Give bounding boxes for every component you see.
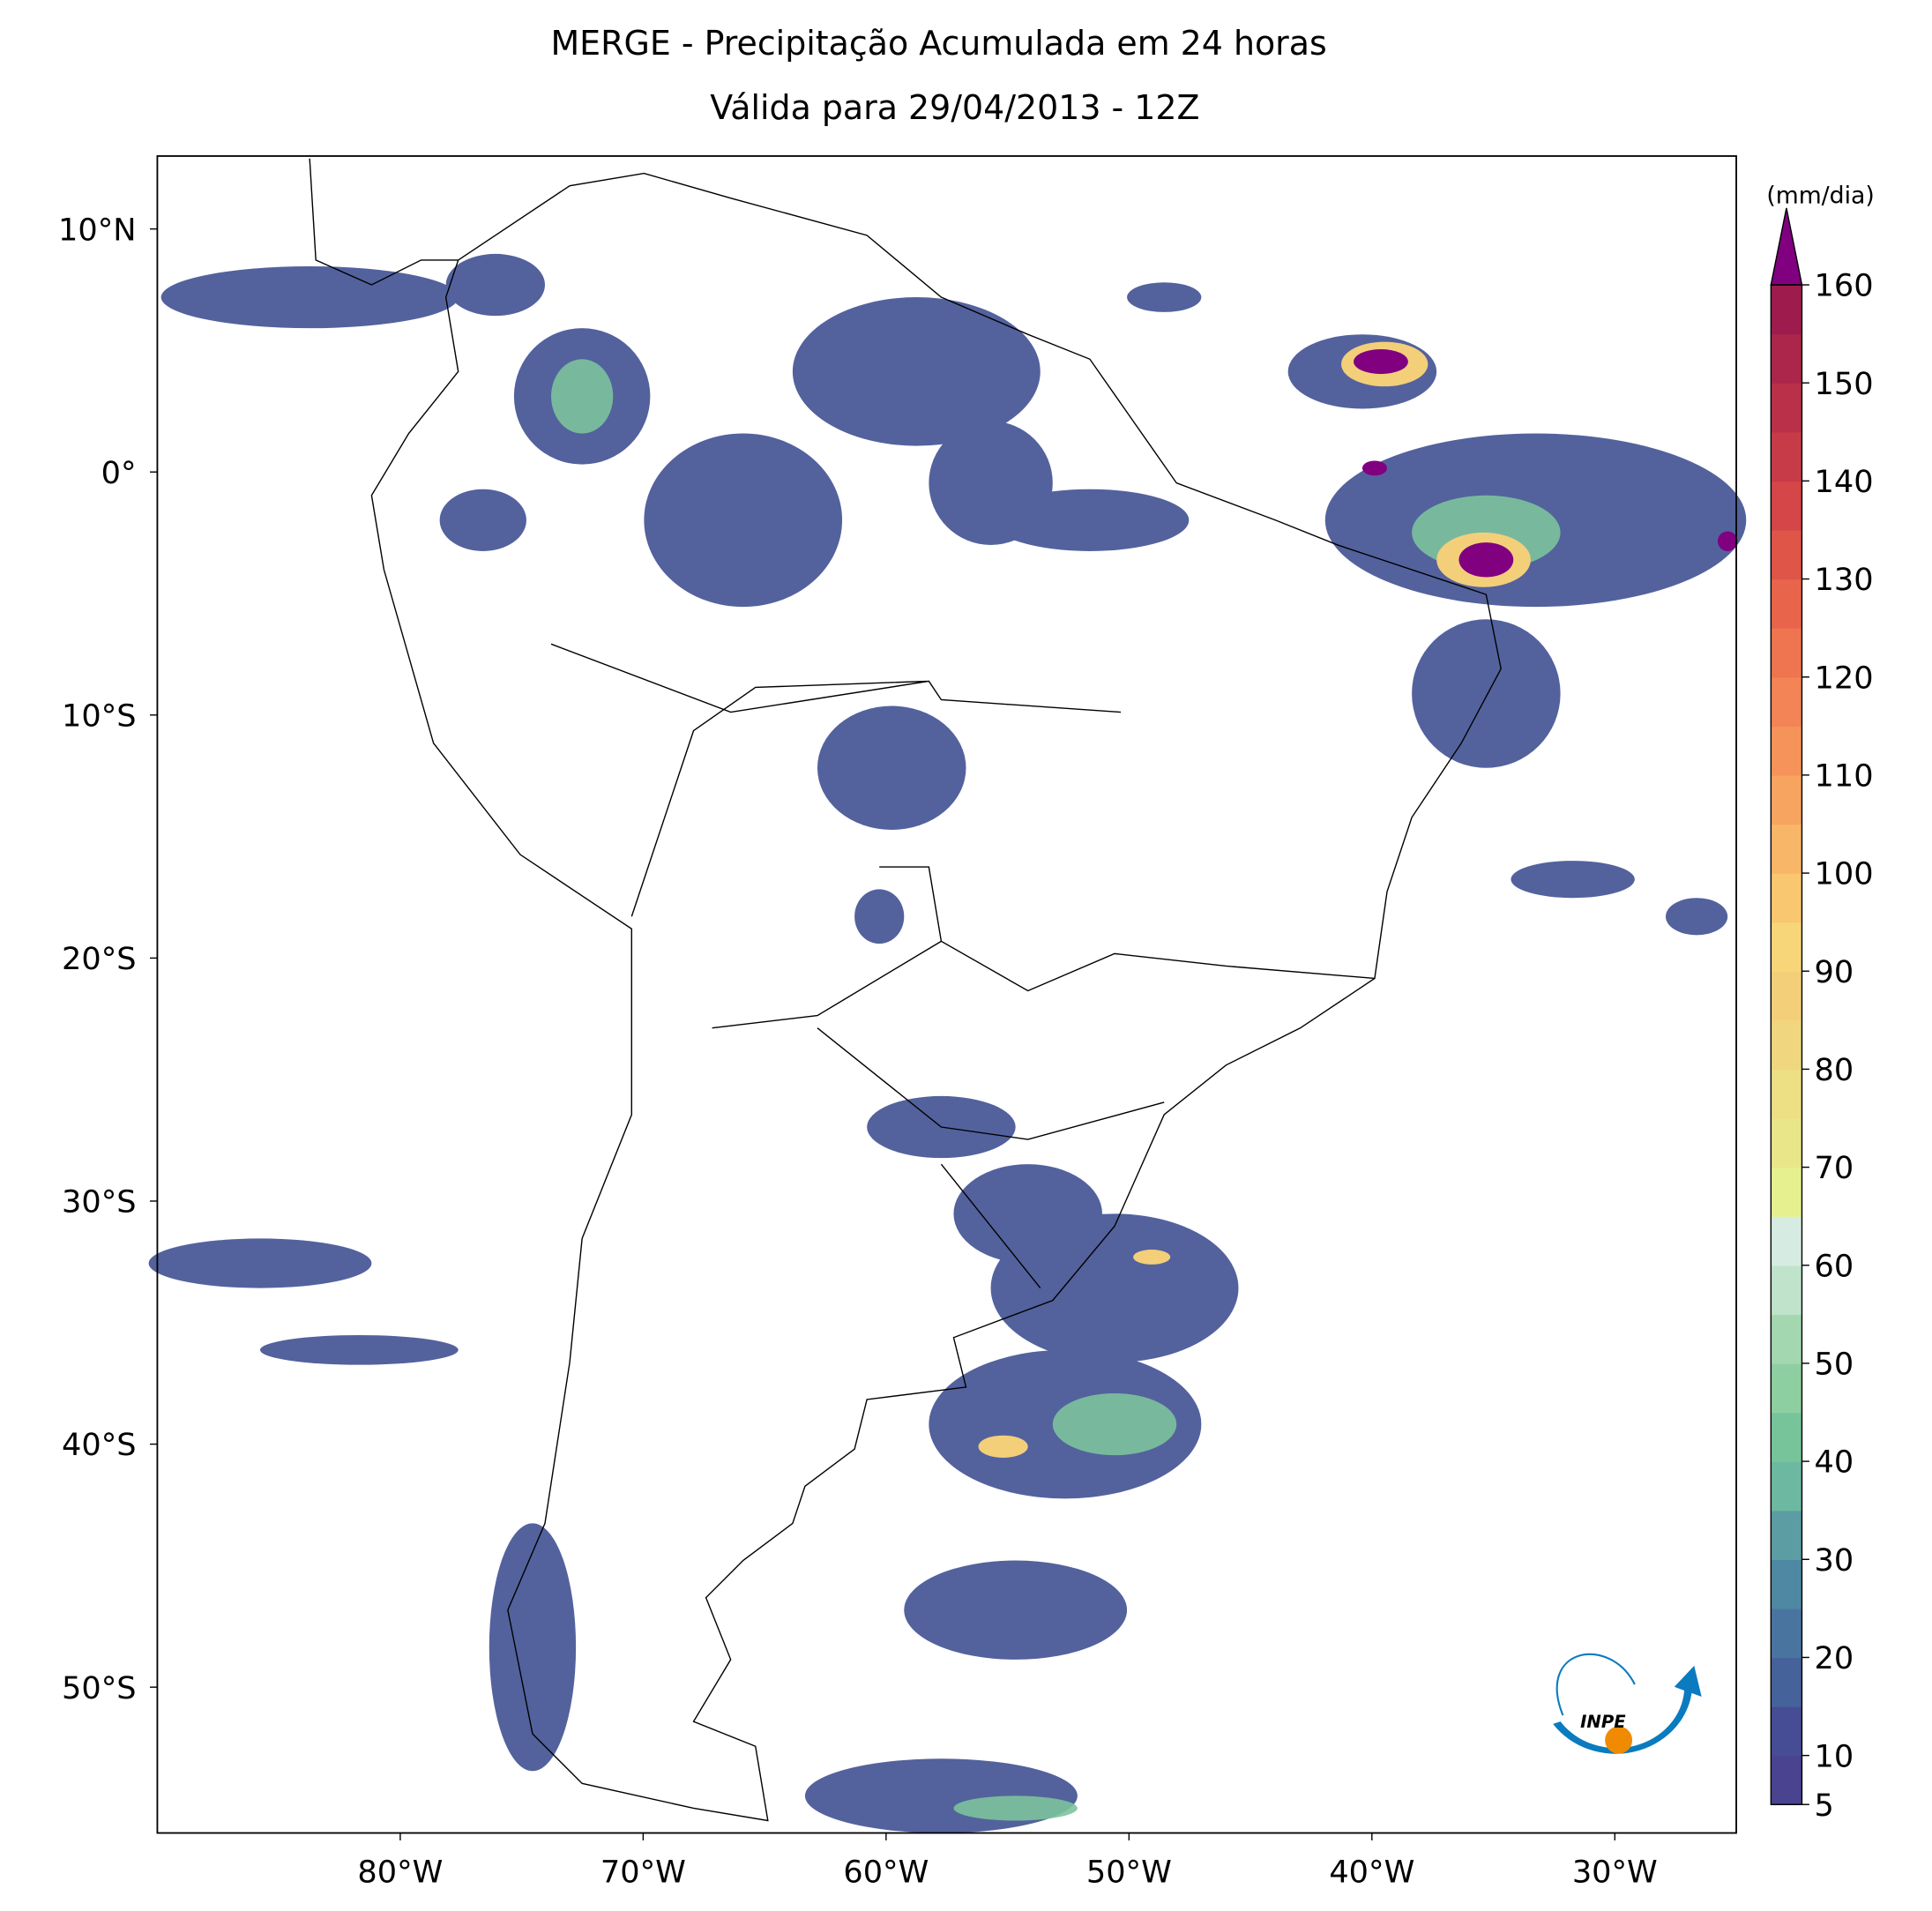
subtitle: Válida para 29/04/2013 - 12Z [710, 88, 1199, 127]
colorbar-level [1771, 824, 1802, 874]
colorbar-level [1771, 1265, 1802, 1316]
x-tick-label: 30°W [1572, 1855, 1658, 1891]
x-tick-label: 80°W [357, 1855, 443, 1891]
colorbar-tick-label: 5 [1815, 1788, 1834, 1824]
colorbar-tick-label: 10 [1815, 1738, 1854, 1774]
y-tick-label: 10°S [62, 698, 137, 734]
colorbar-level [1771, 529, 1802, 580]
colorbar-level [1771, 481, 1802, 531]
colorbar-level [1771, 285, 1802, 335]
colorbar-tick-label: 150 [1815, 366, 1874, 402]
axis-ticks: 80°W 70°W 60°W 50°W 40°W 30°W 10°N 0° 10°S 20°S 30… [58, 212, 1658, 1890]
x-tick-label: 40°W [1329, 1855, 1414, 1891]
colorbar-tick-label: 70 [1815, 1150, 1854, 1186]
colorbar-tick-label: 110 [1815, 758, 1874, 795]
colorbar-level [1771, 1412, 1802, 1462]
colorbar-level [1771, 1362, 1802, 1414]
colorbar-level [1771, 676, 1802, 728]
colorbar-level [1771, 1559, 1802, 1609]
logo: INPE [1553, 1653, 1702, 1754]
colorbar-tick-label: 30 [1815, 1542, 1854, 1579]
colorbar-tick-label: 40 [1815, 1444, 1854, 1481]
colorbar-tick-label: 90 [1815, 954, 1854, 990]
colorbar: 5 10 20 30 40 50 60 70 80 90 100 110 120 130 140 150 160 [1770, 207, 1874, 1824]
colorbar-level [1771, 873, 1802, 923]
y-tick-label: 0° [101, 455, 137, 491]
colorbar-level [1771, 1657, 1802, 1707]
colorbar-level [1771, 1755, 1802, 1805]
x-tick-label: 60°W [843, 1855, 929, 1891]
y-tick-label: 40°S [62, 1427, 137, 1463]
colorbar-level [1771, 1216, 1802, 1266]
colorbar-tick-label: 100 [1815, 856, 1874, 892]
coastlines [309, 158, 1502, 1822]
colorbar-level [1771, 1117, 1802, 1168]
y-tick-label: 10°N [58, 212, 137, 248]
colorbar-level [1771, 333, 1802, 384]
logo-text: INPE [1580, 1712, 1626, 1732]
colorbar-level [1771, 579, 1802, 629]
colorbar-tick-label: 60 [1815, 1248, 1854, 1284]
colorbar-level [1771, 628, 1802, 678]
colorbar-level [1771, 1167, 1802, 1217]
map-frame [156, 155, 1737, 1834]
colorbar-level [1771, 1019, 1802, 1071]
colorbar-extend [1770, 207, 1803, 286]
colorbar-unit: (mm/dia) [1766, 182, 1874, 209]
y-tick-label: 30°S [62, 1184, 137, 1221]
colorbar-level [1771, 1461, 1802, 1512]
colorbar-frame [1770, 284, 1803, 1805]
colorbar-tick-label: 160 [1815, 268, 1874, 304]
colorbar-tick-label: 120 [1815, 660, 1874, 696]
colorbar-tick-label: 80 [1815, 1052, 1854, 1088]
y-tick-label: 20°S [62, 941, 137, 977]
colorbar-level [1771, 383, 1802, 433]
colorbar-level [1771, 1314, 1802, 1364]
x-tick-label: 50°W [1086, 1855, 1172, 1891]
colorbar-level [1771, 774, 1802, 825]
colorbar-tick-label: 140 [1815, 464, 1874, 500]
y-tick-label: 50°S [62, 1670, 137, 1706]
colorbar-level [1771, 1608, 1802, 1659]
title: MERGE - Precipitação Acumulada em 24 hor… [550, 24, 1326, 63]
colorbar-level [1771, 922, 1802, 972]
colorbar-tick-label: 130 [1815, 562, 1874, 598]
x-tick-label: 70°W [600, 1855, 686, 1891]
colorbar-level [1771, 431, 1802, 482]
colorbar-level [1771, 971, 1802, 1021]
precipitation-field [148, 253, 1747, 1833]
colorbar-level [1771, 1069, 1802, 1119]
colorbar-level [1771, 1706, 1802, 1757]
colorbar-level [1771, 726, 1802, 776]
colorbar-level [1771, 1510, 1802, 1560]
colorbar-tick-label: 20 [1815, 1640, 1854, 1676]
colorbar-tick-label: 50 [1815, 1347, 1854, 1383]
